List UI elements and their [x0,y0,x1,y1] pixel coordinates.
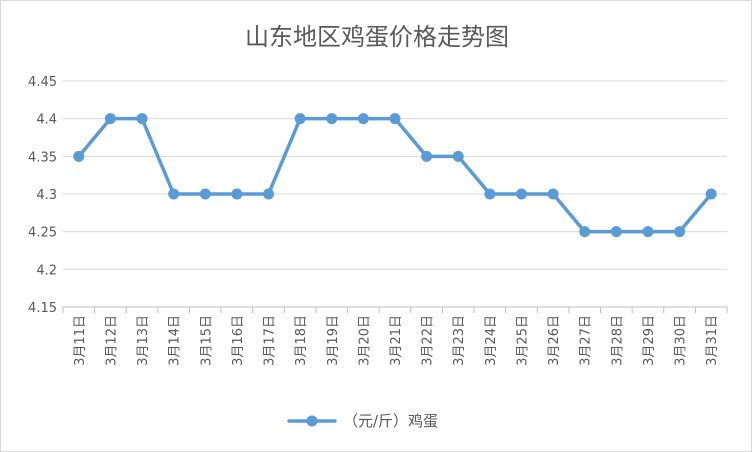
legend-label: （元/斤）鸡蛋 [343,412,438,430]
x-tick-label: 3月20日 [357,315,372,366]
y-axis: 4.15 4.2 4.25 4.3 4.35 4.4 4.45 [28,75,57,316]
x-tick-label: 3月19日 [326,315,341,366]
data-point [705,188,717,200]
y-tick-label: 4.15 [28,301,57,316]
data-point [452,150,464,162]
y-tick-label: 4.25 [28,226,57,241]
y-tick-label: 4.35 [28,150,57,165]
legend-marker [306,415,318,427]
data-point [73,150,85,162]
data-point [294,113,306,125]
data-point [263,188,275,200]
x-tick-label: 3月24日 [484,315,499,366]
data-point [515,188,527,200]
x-tick-label: 3月12日 [104,315,119,366]
x-tick-label: 3月30日 [674,315,689,366]
chart-title: 山东地区鸡蛋价格走势图 [245,23,509,51]
data-point [168,188,180,200]
x-tick-label: 3月29日 [642,315,657,366]
data-point [357,113,369,125]
series-line [77,116,713,234]
data-point [421,150,433,162]
y-tick-label: 4.2 [36,263,57,278]
x-tick-label: 3月16日 [231,315,246,366]
data-point [610,226,622,238]
data-point [642,226,654,238]
x-tick-label: 3月23日 [452,315,467,366]
data-point [231,188,243,200]
data-point [136,113,148,125]
x-tick-label: 3月15日 [199,315,214,366]
y-tick-label: 4.3 [36,188,57,203]
x-tick-label: 3月11日 [73,315,88,366]
x-tick-label: 3月17日 [263,315,278,366]
x-axis: 3月11日 3月12日 3月13日 3月14日 3月15日 3月16日 3月17日 3月18日… [62,307,728,366]
data-point [104,113,116,125]
legend: （元/斤）鸡蛋 [287,412,438,430]
data-point [674,226,686,238]
x-tick-label: 3月27日 [579,315,594,366]
x-tick-label: 3月22日 [421,315,436,366]
x-tick-label: 3月18日 [294,315,309,366]
data-point [579,226,591,238]
x-tick-label: 3月28日 [610,315,625,366]
series-egg [73,113,717,238]
x-tick-label: 3月21日 [389,315,404,366]
data-point [547,188,559,200]
data-point [389,113,401,125]
x-tick-label: 3月31日 [705,315,720,366]
y-tick-label: 4.4 [36,113,57,128]
data-point [484,188,496,200]
x-tick-label: 3月13日 [136,315,151,366]
data-point [199,188,211,200]
x-tick-label: 3月26日 [547,315,562,366]
x-tick-label: 3月25日 [515,315,530,366]
data-point [326,113,338,125]
x-tick-label: 3月14日 [168,315,183,366]
y-tick-label: 4.45 [28,75,57,90]
